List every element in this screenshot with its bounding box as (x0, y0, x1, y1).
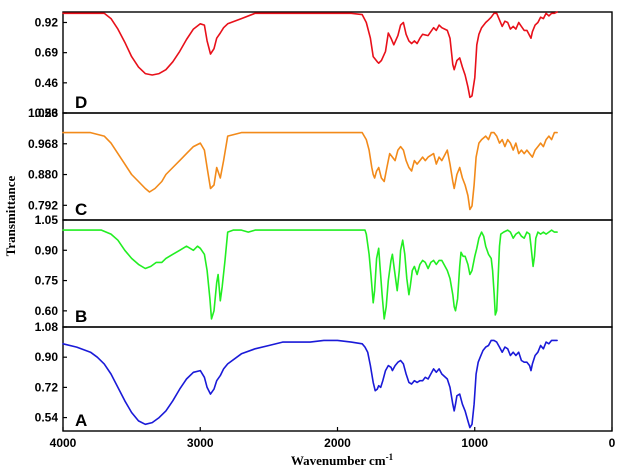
panel-d: 0.92 0.69 0.46 0.23 D (35, 11, 613, 120)
y-tick-label: 0.968 (28, 137, 58, 151)
panel-frame (62, 326, 613, 432)
y-tick-label: 0.90 (35, 350, 59, 364)
x-tick-label: 3000 (187, 436, 214, 450)
x-tick-label: 4000 (50, 436, 77, 450)
x-tick-label: 1000 (461, 436, 488, 450)
x-axis-title: Wavenumber cm-1 (291, 452, 394, 468)
x-axis-title-text: Wavenumber cm (291, 453, 386, 468)
panel-label: A (75, 411, 87, 430)
spectrum-line-b (62, 229, 558, 320)
y-tick-label: 0.75 (35, 274, 59, 288)
y-tick-label: 0.92 (35, 15, 59, 29)
x-axis-title-superscript: -1 (386, 452, 394, 462)
y-tick-label: 0.880 (28, 168, 58, 182)
y-tick-label: 0.23 (35, 106, 59, 120)
panel-frame (62, 11, 613, 114)
y-tick-label: 1.05 (35, 213, 59, 227)
panel-c: 1.056 0.968 0.880 0.792 C (28, 106, 613, 221)
y-tick-label: 0.54 (35, 411, 59, 425)
x-tick-label: 0 (609, 436, 616, 450)
panel-frame (62, 112, 613, 221)
x-tick-label: 2000 (324, 436, 351, 450)
y-tick-label: 0.46 (35, 76, 59, 90)
y-tick-label: 0.90 (35, 243, 59, 257)
spectrum-line-c (62, 131, 558, 211)
x-axis: 4000 3000 2000 1000 0 (50, 427, 616, 450)
y-tick-label: 0.792 (28, 198, 58, 212)
spectrum-line-d (62, 11, 558, 99)
y-tick-label: 0.72 (35, 380, 59, 394)
panel-b: 1.05 0.90 0.75 0.60 B (35, 213, 613, 328)
panel-label: D (75, 93, 87, 112)
spectrum-line-a (62, 339, 558, 429)
panel-label: C (75, 200, 87, 219)
y-axis-title: Transmittance (3, 175, 18, 256)
y-tick-label: 1.056 (28, 106, 58, 120)
panel-label: B (75, 307, 87, 326)
y-tick-label: 0.69 (35, 46, 59, 60)
panel-a: 1.08 0.90 0.72 0.54 A (35, 320, 613, 432)
y-tick-label: 1.08 (35, 320, 59, 334)
y-tick-label: 0.60 (35, 304, 59, 318)
